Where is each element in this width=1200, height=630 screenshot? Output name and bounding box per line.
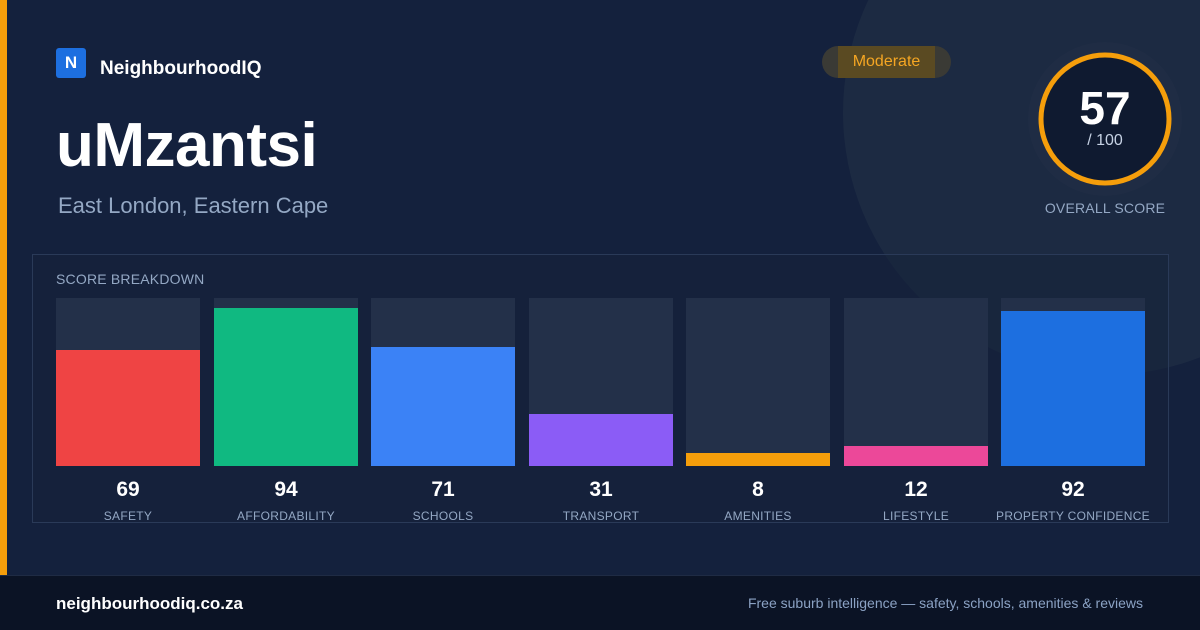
rating-badge-highlight [838,46,935,78]
rating-badge: Moderate [822,46,951,78]
bar-track [686,298,830,466]
overall-score-caption: OVERALL SCORE [1044,200,1166,216]
bar-category-label: LIFESTYLE [882,509,950,523]
bar [1001,311,1145,466]
bar-category-label: SCHOOLS [412,509,474,523]
bar [371,347,515,466]
suburb-location: East London, Eastern Cape [58,193,329,218]
bar-track [844,298,988,466]
bar-track [1001,298,1145,466]
brand-name: NeighbourhoodIQ [100,58,262,79]
overall-score-ring [1028,42,1182,196]
bar-value-label: 31 [589,478,613,501]
bar [686,453,830,466]
bar-value-label: 8 [752,478,764,501]
bar-category-label: AFFORDABILITY [237,509,335,523]
footer: neighbourhoodiq.co.za Free suburb intell… [0,575,1200,630]
share-card: N NeighbourhoodIQ uMzantsi East London, … [0,0,1182,575]
bar [56,350,200,466]
footer-site-link[interactable]: neighbourhoodiq.co.za [56,594,243,613]
suburb-title: uMzantsi [56,111,318,180]
brand-logo-icon: N [56,48,86,78]
bar-track [214,298,358,466]
bar [214,308,358,466]
bar-category-label: PROPERTY CONFIDENCE [996,509,1150,523]
bar-category-label: AMENITIES [724,509,792,523]
bar-track [529,298,673,466]
bar-track [371,298,515,466]
bar-category-label: TRANSPORT [562,509,640,523]
overall-score-value: 57 [1079,82,1131,134]
accent-bar [0,0,7,575]
score-ring-arc [1038,52,1172,186]
bar-value-label: 12 [904,478,928,501]
bar-track [56,298,200,466]
breakdown-title: SCORE BREAKDOWN [56,271,205,287]
brand: N NeighbourhoodIQ [56,46,261,80]
bar-category-label: SAFETY [103,509,153,523]
bar [529,414,673,466]
bar-value-label: 92 [1061,478,1085,501]
footer-tagline: Free suburb intelligence — safety, schoo… [747,595,1143,611]
bar-value-label: 69 [116,478,140,501]
rating-badge-label: Moderate [852,53,921,70]
bar [844,446,988,466]
overall-score-max: / 100 [1087,132,1123,149]
bar-value-label: 94 [274,478,298,501]
bar-value-label: 71 [431,478,455,501]
